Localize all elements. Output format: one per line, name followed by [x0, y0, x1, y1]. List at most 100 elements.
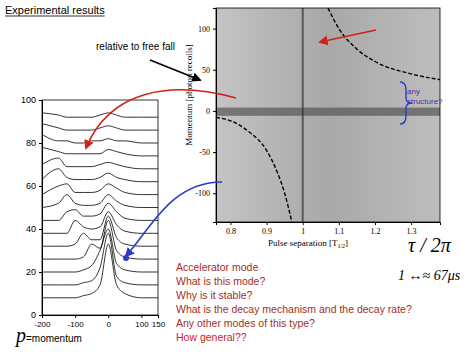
- structure-note: structure?: [407, 97, 443, 106]
- arrow: [150, 60, 200, 80]
- x-axis: -200 -100 0 100150: [34, 315, 165, 329]
- tick: -50: [199, 148, 216, 157]
- question: Any other modes of this type?: [176, 317, 315, 329]
- trace: [42, 244, 158, 298]
- tick-mark: [39, 100, 42, 101]
- tick-mark: [75, 315, 76, 318]
- theory-curve: [328, 8, 440, 80]
- tick-mark: [411, 222, 412, 225]
- tick-mark: [213, 29, 216, 30]
- trace: [42, 147, 158, 156]
- tick-label: 100: [198, 25, 210, 34]
- tick: 0.9: [262, 222, 272, 236]
- tick: 100: [198, 25, 216, 34]
- tick-mark: [141, 315, 142, 318]
- tick-label: -50: [199, 148, 210, 157]
- tick: 50: [202, 66, 216, 75]
- theory-curve: [216, 117, 292, 222]
- tick-label: 150: [152, 320, 166, 329]
- tick-label: 80: [26, 138, 36, 148]
- tick: 0: [31, 310, 42, 320]
- traces: [42, 113, 158, 298]
- tick: 20: [26, 267, 42, 277]
- tick-label: 40: [26, 224, 36, 234]
- arrow-note: relative to free fall: [96, 41, 175, 52]
- resonance-line: [302, 8, 304, 222]
- tick: 0.8: [226, 222, 236, 236]
- arrow: [320, 30, 376, 42]
- plot-frame: [216, 8, 440, 222]
- tick-label: 1.2: [370, 227, 380, 236]
- plot-frame: [42, 100, 158, 315]
- trace: [42, 113, 158, 117]
- tick: 100: [135, 315, 149, 329]
- trace: [42, 212, 158, 234]
- arrow: [126, 182, 222, 256]
- plot-area: [216, 8, 440, 222]
- tick-label: 0.8: [226, 227, 236, 236]
- marker-dot: [123, 255, 129, 261]
- waterfall-chart: -200-1000100150020406080100: [21, 95, 166, 328]
- tick-label: 0.9: [262, 227, 272, 236]
- slide-title: Experimental results: [5, 4, 105, 16]
- y-axis: -100 -50 0 50 100: [195, 9, 216, 223]
- question: What is the decay mechanism and the deca…: [176, 303, 412, 315]
- scale-note: 1 ↔≈ 67μs: [398, 268, 461, 283]
- y-axis: 0 20 40 60 80 100: [21, 95, 43, 320]
- tick: 60: [26, 181, 42, 191]
- tick-label: 20: [26, 267, 36, 277]
- axis-line: [39, 101, 43, 316]
- trace: [42, 229, 158, 272]
- trace: [42, 184, 158, 195]
- tick-label: 0: [107, 320, 112, 329]
- tick-label: -200: [34, 320, 51, 329]
- x-axis-title: p=momentum: [14, 324, 82, 347]
- tick: 1.2: [370, 222, 380, 236]
- tick-mark: [39, 186, 42, 187]
- trace: [42, 169, 158, 182]
- tick-mark: [375, 222, 376, 225]
- tick-mark: [39, 229, 42, 230]
- axis-line: [43, 316, 159, 319]
- tick-mark: [230, 222, 231, 225]
- tick-label: 1.1: [334, 227, 344, 236]
- tick-mark: [213, 70, 216, 71]
- tick: 0: [107, 315, 112, 329]
- tick: 150: [152, 315, 166, 329]
- trace: [42, 195, 158, 208]
- tick-label: 100: [135, 320, 149, 329]
- trace: [42, 203, 158, 220]
- question: What is this mode?: [176, 275, 265, 287]
- tick: 40: [26, 224, 42, 234]
- tick-label: -100: [195, 189, 210, 198]
- question: Accelerator mode: [176, 261, 258, 273]
- tick-label: 1: [301, 227, 305, 236]
- axis-line: [213, 9, 217, 223]
- question: How general??: [176, 331, 247, 343]
- y-axis-title: Momentum [photon recoils]: [184, 44, 194, 145]
- tick-mark: [158, 315, 159, 318]
- tick: -200: [34, 315, 51, 329]
- tick-mark: [39, 272, 42, 273]
- tick: 80: [26, 138, 42, 148]
- tick: 1: [301, 222, 305, 236]
- slide: Experimental results-200-100010015002040…: [0, 0, 474, 355]
- trace: [42, 134, 158, 143]
- x-axis-title: Pulse separation [T1/2]: [268, 238, 348, 249]
- tick-mark: [303, 222, 304, 225]
- question: Why is it stable?: [176, 289, 253, 301]
- tick: 0: [206, 107, 216, 116]
- tick-mark: [39, 315, 42, 316]
- tick-mark: [108, 315, 109, 318]
- tick-label: 100: [21, 95, 36, 105]
- tau-label: τ / 2π: [408, 234, 452, 256]
- tick: 1.1: [334, 222, 344, 236]
- tick: 100: [21, 95, 42, 105]
- spectrum-chart: 0.80.911.11.21.3-100-50050100Pulse separ…: [184, 8, 441, 249]
- tick-label: 0: [206, 107, 210, 116]
- tick-mark: [39, 143, 42, 144]
- tick-label: 60: [26, 181, 36, 191]
- tick-label: -100: [68, 320, 85, 329]
- image-background: [216, 8, 440, 222]
- title-underline: [5, 16, 105, 17]
